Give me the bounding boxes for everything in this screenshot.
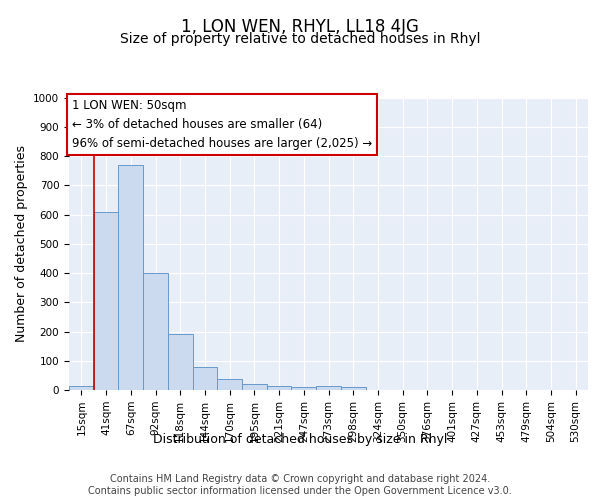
Bar	[168, 334, 193, 390]
Text: Contains HM Land Registry data © Crown copyright and database right 2024.: Contains HM Land Registry data © Crown c…	[110, 474, 490, 484]
Bar	[242, 384, 267, 390]
Text: 1, LON WEN, RHYL, LL18 4JG: 1, LON WEN, RHYL, LL18 4JG	[181, 18, 419, 36]
Text: Distribution of detached houses by size in Rhyl: Distribution of detached houses by size …	[153, 432, 447, 446]
Bar	[292, 387, 316, 390]
Bar	[316, 386, 341, 390]
Bar	[267, 386, 292, 390]
Bar	[118, 165, 143, 390]
Bar	[341, 387, 365, 390]
Text: Size of property relative to detached houses in Rhyl: Size of property relative to detached ho…	[120, 32, 480, 46]
Bar	[193, 367, 217, 390]
Text: Contains public sector information licensed under the Open Government Licence v3: Contains public sector information licen…	[88, 486, 512, 496]
Bar	[143, 273, 168, 390]
Text: 1 LON WEN: 50sqm
← 3% of detached houses are smaller (64)
96% of semi-detached h: 1 LON WEN: 50sqm ← 3% of detached houses…	[71, 99, 372, 150]
Y-axis label: Number of detached properties: Number of detached properties	[14, 145, 28, 342]
Bar	[94, 212, 118, 390]
Bar	[217, 379, 242, 390]
Bar	[69, 386, 94, 390]
